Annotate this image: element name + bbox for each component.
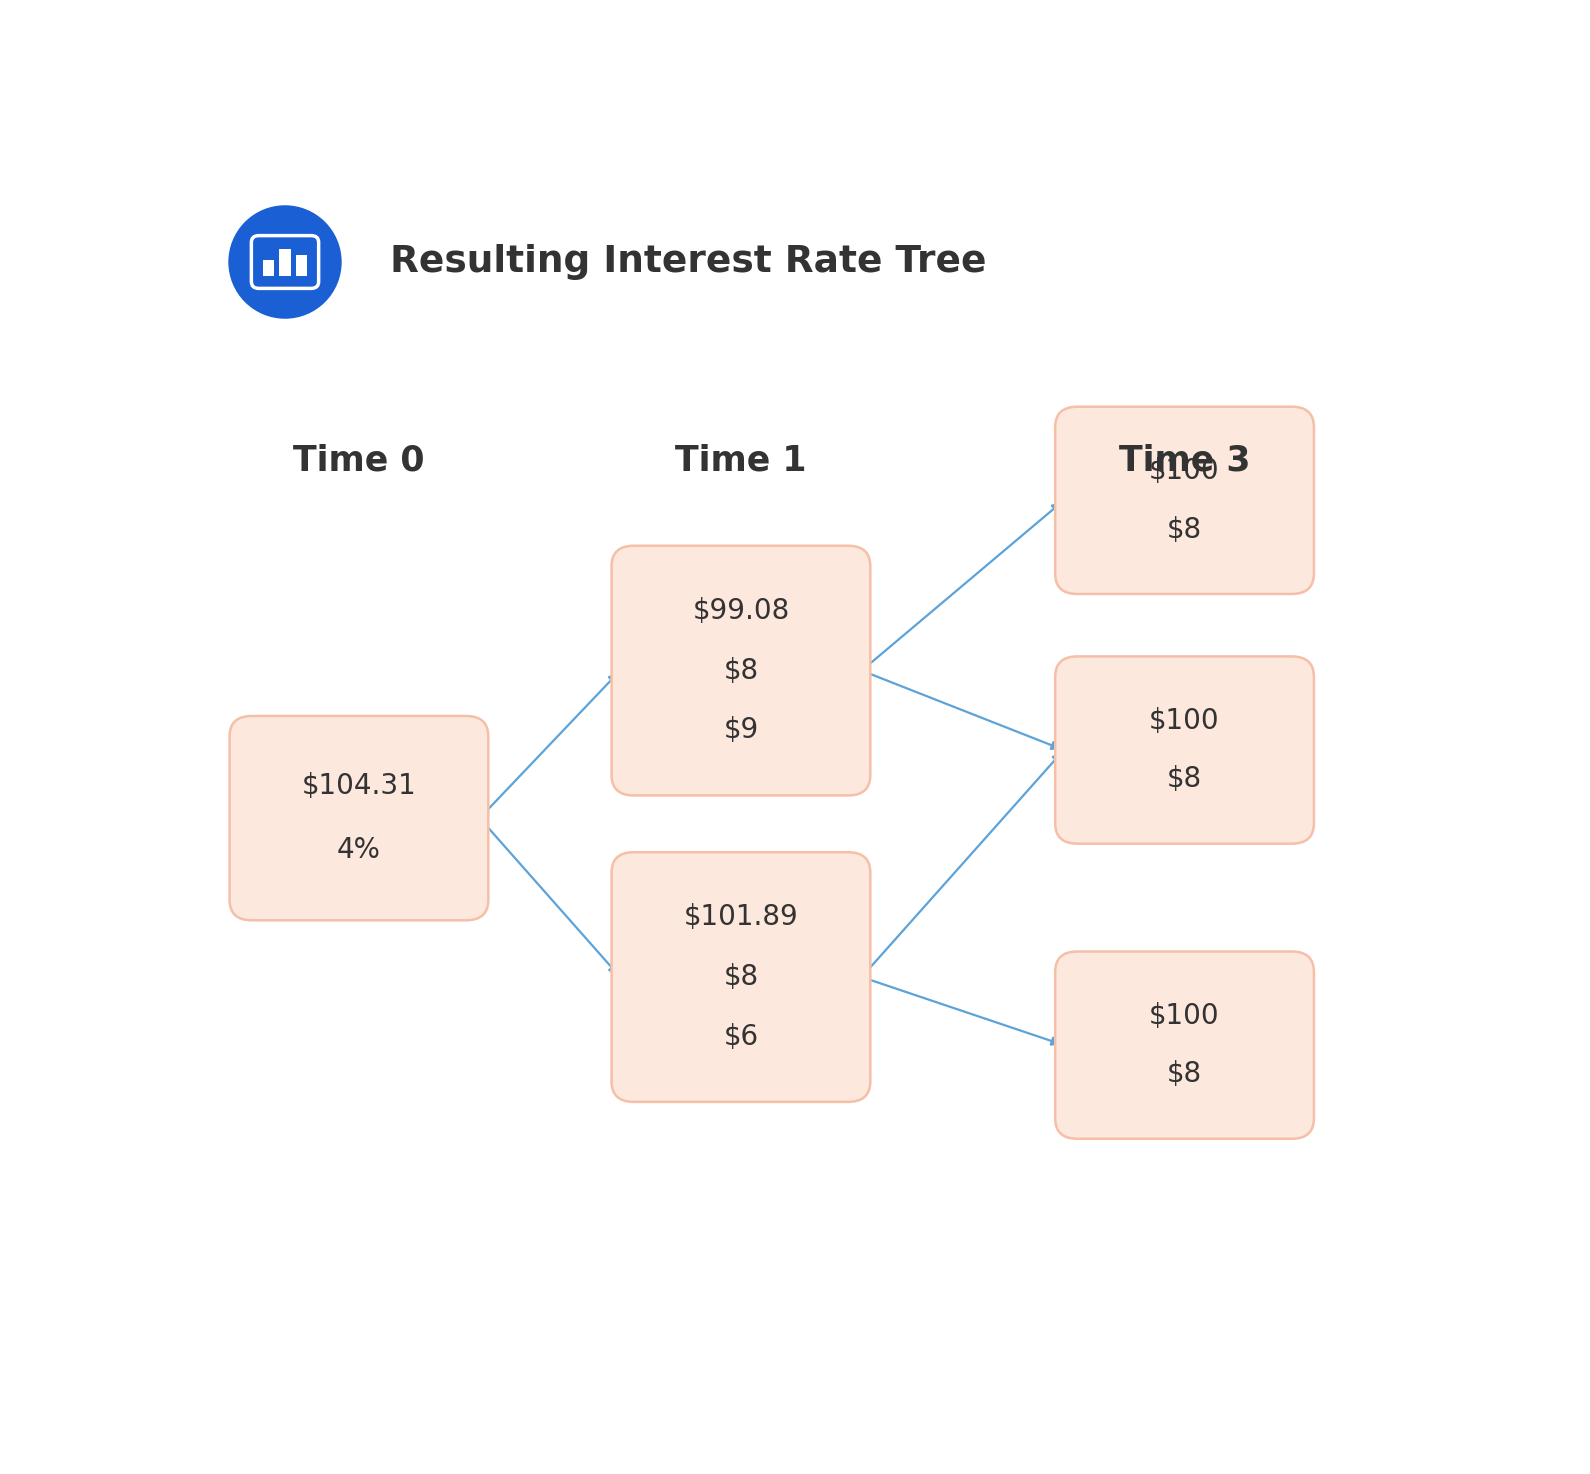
Text: $101.89: $101.89	[684, 904, 798, 932]
Text: $8: $8	[723, 656, 758, 684]
Ellipse shape	[229, 205, 342, 318]
Text: $8: $8	[1167, 516, 1202, 544]
FancyBboxPatch shape	[1056, 407, 1313, 594]
FancyBboxPatch shape	[296, 255, 307, 276]
Text: $8: $8	[1167, 765, 1202, 793]
Text: $99.08: $99.08	[692, 597, 790, 625]
FancyBboxPatch shape	[229, 716, 488, 920]
Text: $100: $100	[1150, 1002, 1220, 1030]
Text: $100: $100	[1150, 706, 1220, 734]
Text: Time 3: Time 3	[1119, 444, 1250, 478]
FancyBboxPatch shape	[612, 545, 870, 796]
FancyBboxPatch shape	[1056, 656, 1313, 843]
Text: 4%: 4%	[337, 836, 382, 864]
Text: Resulting Interest Rate Tree: Resulting Interest Rate Tree	[390, 245, 986, 280]
FancyBboxPatch shape	[264, 259, 275, 276]
Text: $104.31: $104.31	[302, 772, 417, 800]
Text: Time 0: Time 0	[293, 444, 425, 478]
Text: Time 1: Time 1	[676, 444, 806, 478]
FancyBboxPatch shape	[612, 852, 870, 1103]
Text: $100: $100	[1150, 457, 1220, 485]
Text: $9: $9	[723, 716, 758, 744]
FancyBboxPatch shape	[1056, 952, 1313, 1139]
Text: $8: $8	[1167, 1060, 1202, 1088]
FancyBboxPatch shape	[280, 249, 291, 276]
Text: $8: $8	[723, 963, 758, 991]
Text: $6: $6	[723, 1023, 758, 1051]
